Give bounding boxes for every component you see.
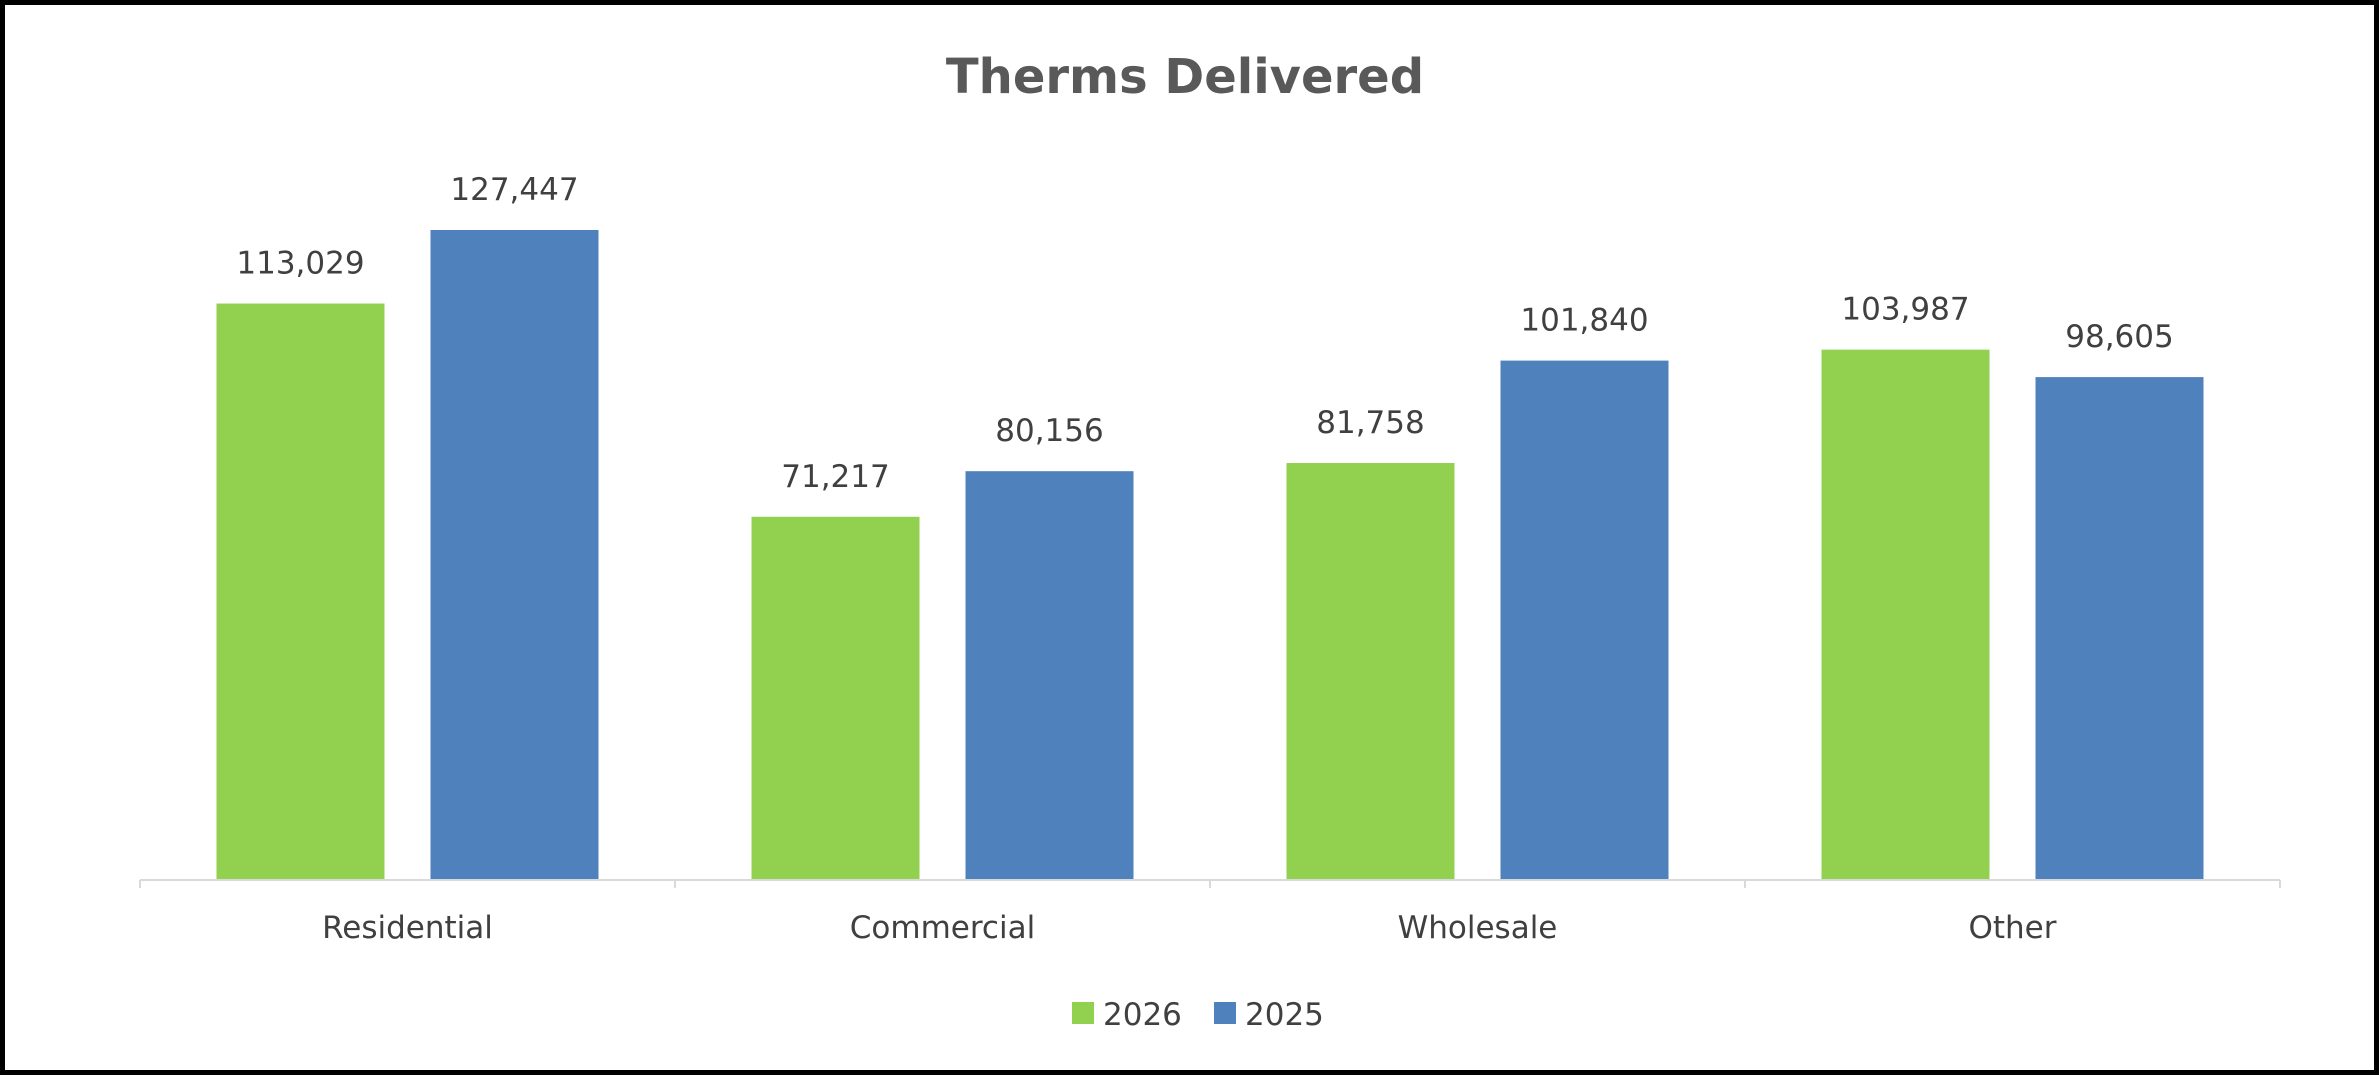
bar-other-2026 — [1821, 349, 1990, 880]
category-label-wholesale: Wholesale — [1398, 910, 1558, 946]
data-label-other-2025: 98,605 — [2065, 319, 2173, 355]
x-axis: Residential Commercial Wholesale Other — [139, 879, 2281, 946]
legend-label-2025: 2025 — [1245, 997, 1324, 1033]
bar-chart: Therms Delivered 113,029 127,447 71,217 80,… — [139, 49, 2281, 1033]
bar-wholesale-2025 — [1500, 360, 1669, 880]
bar-commercial-2026 — [751, 516, 920, 880]
legend-swatch-2025 — [1214, 1002, 1236, 1024]
category-label-other: Other — [1968, 910, 2056, 946]
bar-residential-2025 — [430, 230, 599, 880]
legend-swatch-2026 — [1072, 1002, 1094, 1024]
data-label-commercial-2025: 80,156 — [995, 413, 1103, 449]
data-label-residential-2025: 127,447 — [450, 172, 578, 208]
legend-label-2026: 2026 — [1103, 997, 1182, 1033]
category-label-residential: Residential — [322, 910, 493, 946]
data-labels-layer: 113,029 127,447 71,217 80,156 81,758 101,840 1… — [236, 172, 2173, 495]
data-label-commercial-2026: 71,217 — [781, 459, 889, 495]
bars-layer — [216, 230, 2204, 881]
category-label-commercial: Commercial — [850, 910, 1035, 946]
bar-wholesale-2026 — [1286, 463, 1455, 880]
bar-commercial-2025 — [965, 471, 1134, 880]
data-label-other-2026: 103,987 — [1841, 292, 1969, 328]
data-label-residential-2026: 113,029 — [236, 246, 364, 282]
bar-other-2025 — [2035, 377, 2204, 880]
bar-residential-2026 — [216, 303, 385, 881]
legend: 2026 2025 — [1072, 997, 1324, 1033]
data-label-wholesale-2026: 81,758 — [1316, 405, 1424, 441]
data-label-wholesale-2025: 101,840 — [1520, 303, 1648, 339]
chart-title: Therms Delivered — [946, 49, 1424, 105]
